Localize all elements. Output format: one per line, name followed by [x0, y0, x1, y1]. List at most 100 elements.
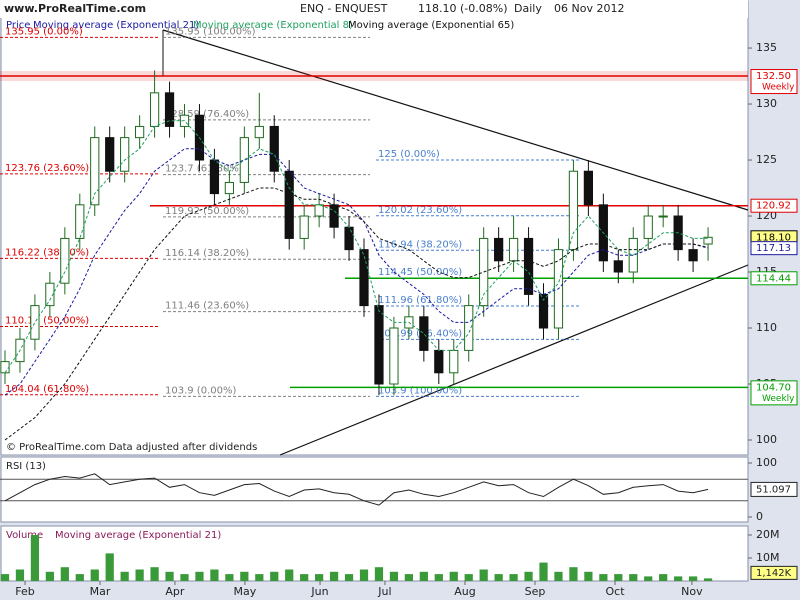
price-badge: [750, 241, 798, 256]
volume-bar: [404, 574, 413, 581]
volume-bar: [434, 574, 443, 581]
candle-body: [299, 215, 309, 239]
volume-bar: [599, 574, 608, 581]
candle-body: [523, 237, 534, 295]
candle-body: [613, 260, 623, 273]
volume-bar: [509, 574, 518, 581]
candle-body: [269, 125, 279, 172]
candle-body: [120, 137, 130, 172]
x-tick-label: Nov: [681, 585, 703, 598]
candle-body: [239, 137, 249, 183]
volume-bar: [90, 569, 99, 581]
price-badge-note: Weekly: [762, 83, 795, 93]
fib-label: 123.76 (23.60%): [5, 163, 89, 174]
volume-bar: [479, 569, 488, 581]
volume-bar: [554, 571, 563, 581]
volume-bar: [659, 574, 668, 581]
candle-body: [464, 305, 474, 351]
candle-body: [254, 125, 264, 139]
candle-body: [135, 125, 145, 139]
candle-body: [508, 237, 519, 262]
candle-body: [568, 170, 579, 251]
price-badge-label: 104.70: [756, 382, 791, 393]
price-badge-label: 120.92: [756, 201, 791, 212]
volume-bar: [75, 574, 84, 581]
candle-body: [389, 327, 399, 385]
volume-bar: [464, 574, 473, 581]
volume-bar: [45, 571, 54, 581]
site: www.ProRealTime.com: [4, 2, 146, 15]
candle-body: [314, 204, 324, 217]
price-badge-note: Weekly: [762, 394, 795, 404]
candle-body: [149, 92, 160, 127]
candle-body: [658, 215, 668, 218]
candle-body: [703, 236, 713, 245]
candle-body: [344, 226, 354, 251]
volume-bar: [15, 569, 25, 581]
fib-label: 128.59 (76.40%): [165, 109, 249, 120]
price-badge: [750, 198, 798, 213]
volume-bar: [569, 567, 578, 581]
candle-body: [434, 349, 444, 374]
candle-body: [90, 137, 100, 206]
volume-bar: [674, 576, 683, 581]
y-tick-label: 100: [756, 456, 777, 469]
x-tick-label: Jun: [310, 585, 328, 598]
volume-title: Volume: [6, 530, 43, 541]
y-tick-label: 135: [756, 41, 777, 54]
volume-bar: [359, 569, 369, 581]
price-badge-label: 114.44: [756, 273, 791, 284]
moving-average: [4, 120, 709, 374]
x-tick-label: May: [234, 585, 257, 598]
volume-bar: [225, 574, 234, 581]
volume-bar: [255, 574, 264, 581]
x-tick-label: Sep: [525, 585, 546, 598]
candle-body: [209, 159, 220, 195]
y-tick-label: 10M: [756, 551, 780, 564]
volume-bar: [180, 574, 189, 581]
candle-body: [688, 249, 698, 262]
candle-body: [224, 181, 234, 195]
volume-badge-label: 1,142K: [756, 568, 792, 579]
candle-body: [494, 237, 504, 262]
volume-bar: [389, 571, 399, 581]
volume-bar: [629, 574, 638, 581]
volume-bar: [120, 571, 129, 581]
volume-bar: [374, 567, 384, 581]
volume-bar: [524, 571, 533, 581]
rsi-title: RSI (13): [6, 461, 46, 472]
x-tick-label: Mar: [90, 585, 111, 598]
volume-bar: [240, 571, 249, 581]
volume-bar: [300, 574, 309, 581]
volume-bar: [165, 571, 174, 581]
fib-label: 119.92 (50.00%): [165, 206, 249, 217]
volume-bar: [285, 569, 294, 581]
fib-label: 116.22 (38.20%): [5, 247, 89, 258]
y-tick-label: 110: [756, 321, 777, 334]
moving-average: [4, 148, 709, 396]
volume-badge: [750, 565, 798, 580]
legend-ema65: Moving average (Exponential 65): [348, 20, 514, 31]
y-tick-label: 100: [756, 433, 777, 446]
candle-body: [105, 137, 115, 172]
rsi-panel: [0, 456, 749, 523]
price-badge: [750, 69, 798, 95]
trendline-lower: [279, 264, 749, 456]
price-badge-label: 132.50: [756, 71, 791, 82]
y-tick-label: 0: [756, 510, 763, 523]
rsi-badge-label: 51.097: [756, 484, 791, 495]
volume-bar: [135, 569, 144, 581]
candle-body: [643, 215, 653, 239]
price-badge-label: 118.10: [756, 232, 791, 243]
candle-body: [75, 204, 85, 239]
candle-body: [45, 282, 55, 307]
candle-body: [60, 237, 70, 284]
price-badge: [750, 271, 798, 286]
candle-body: [374, 305, 384, 385]
candle-body: [359, 249, 369, 307]
fib-label: 135.95 (0.00%): [5, 26, 83, 37]
fib-label: 116.14 (38.20%): [165, 248, 249, 259]
fib-label: 123.7 (61.80%): [165, 164, 243, 175]
volume-bar: [195, 571, 204, 581]
volume-bar: [494, 574, 503, 581]
